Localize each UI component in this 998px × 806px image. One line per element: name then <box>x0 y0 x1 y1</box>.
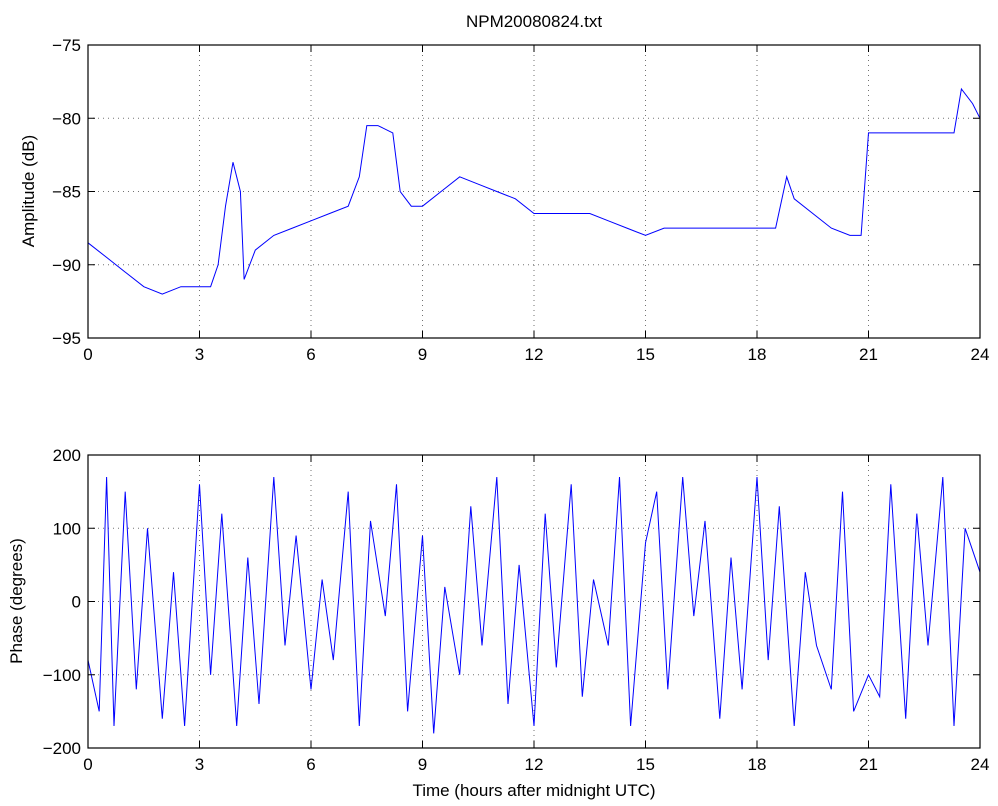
phase-x-ticks: 0 3 6 9 12 15 18 21 24 <box>83 455 989 774</box>
amplitude-x-ticks: 0 3 6 9 12 15 18 21 24 <box>83 45 989 364</box>
amplitude-series <box>87 87 981 295</box>
amplitude-y-tick-label: −85 <box>52 183 81 202</box>
phase-x-axis-label: Time (hours after midnight UTC) <box>412 781 655 800</box>
amplitude-x-tick-label: 3 <box>195 345 204 364</box>
phase-chart: 0 3 6 9 12 15 18 21 24 −200 −100 0 100 200 Phase (de… <box>7 446 989 800</box>
phase-y-axis-label: Phase (degrees) <box>7 538 26 664</box>
phase-y-tick-label: 0 <box>72 593 81 612</box>
amplitude-y-ticks: −95 −90 −85 −80 −75 <box>52 36 980 348</box>
phase-y-ticks: −200 −100 0 100 200 <box>43 446 980 758</box>
phase-y-tick-label: −100 <box>43 666 81 685</box>
phase-y-tick-label: −200 <box>43 739 81 758</box>
phase-y-tick-label: 200 <box>53 446 81 465</box>
amplitude-x-tick-label: 9 <box>418 345 427 364</box>
phase-x-tick-label: 6 <box>306 755 315 774</box>
amplitude-x-tick-label: 24 <box>971 345 990 364</box>
amplitude-y-tick-label: −90 <box>52 256 81 275</box>
amplitude-x-tick-label: 12 <box>525 345 544 364</box>
amplitude-x-tick-label: 15 <box>636 345 655 364</box>
phase-x-tick-label: 24 <box>971 755 990 774</box>
amplitude-y-tick-label: −95 <box>52 329 81 348</box>
phase-x-tick-label: 18 <box>748 755 767 774</box>
amplitude-grid <box>88 45 980 338</box>
amplitude-y-axis-label: Amplitude (dB) <box>19 135 38 247</box>
amplitude-x-tick-label: 6 <box>306 345 315 364</box>
chart-title: NPM20080824.txt <box>466 12 602 31</box>
phase-x-tick-label: 0 <box>83 755 92 774</box>
amplitude-y-tick-label: −80 <box>52 109 81 128</box>
phase-x-tick-label: 15 <box>636 755 655 774</box>
phase-x-tick-label: 12 <box>525 755 544 774</box>
amplitude-x-tick-label: 18 <box>748 345 767 364</box>
phase-y-tick-label: 100 <box>53 519 81 538</box>
phase-x-tick-label: 9 <box>418 755 427 774</box>
phase-series-line <box>87 476 981 734</box>
phase-x-tick-label: 21 <box>859 755 878 774</box>
phase-series <box>87 476 981 734</box>
amplitude-x-tick-label: 0 <box>83 345 92 364</box>
phase-x-tick-label: 3 <box>195 755 204 774</box>
amplitude-x-tick-label: 21 <box>859 345 878 364</box>
phase-grid <box>88 455 980 748</box>
amplitude-y-tick-label: −75 <box>52 36 81 55</box>
amplitude-series-line <box>87 87 981 295</box>
amplitude-chart: NPM20080824.txt 0 3 6 9 12 15 18 21 24 −95 −90 −85… <box>19 12 989 364</box>
